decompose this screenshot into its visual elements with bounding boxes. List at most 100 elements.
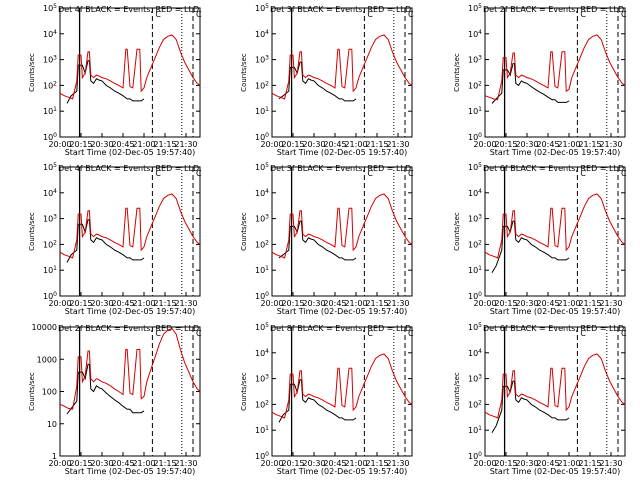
y-tick-label: 105 (43, 3, 57, 13)
x-tick-label: 20:30 (302, 299, 325, 308)
chart-panel-9: Det 6f BLACK = Events, RED = LLD 100 101 10… (453, 322, 627, 476)
chart-panel-6: Det 6f BLACK = Events, RED = LLD 100 101 10… (453, 162, 627, 316)
chart-title: Det 6f BLACK = Events, RED = LLD (483, 324, 624, 333)
time-marker-label: C (621, 329, 627, 338)
y-tick-label: 101 (255, 265, 269, 275)
time-marker-label: C (621, 169, 627, 178)
time-marker-label: C (408, 10, 414, 19)
y-tick-label: 1 (52, 452, 57, 461)
chart-panel-1: Det 4f BLACK = Events, RED = LLD 100 101 10… (28, 3, 202, 157)
chart-panel-7: Det 2f BLACK = Events, RED = LLD 1 10 100 10… (28, 323, 202, 476)
x-tick-label: 20:45 (111, 459, 134, 468)
x-tick-label: 20:30 (90, 459, 113, 468)
time-marker-label: C (580, 169, 586, 178)
plot-frame (271, 7, 413, 138)
time-marker-label: C (367, 329, 373, 338)
plot-frame (59, 7, 201, 138)
x-tick-label: 20:15 (281, 140, 304, 149)
chart-panel-2: Det 3f BLACK = Events, RED = LLD 100 101 10… (240, 3, 414, 157)
y-tick-label: 103 (468, 214, 482, 224)
x-tick-label: 20:15 (69, 299, 92, 308)
y-tick-label: 104 (255, 188, 269, 198)
y-tick-label: 104 (43, 29, 57, 39)
x-tick-label: 21:30 (386, 299, 409, 308)
y-tick-label: 105 (255, 162, 269, 172)
x-tick-label: 20:15 (69, 459, 92, 468)
y-tick-label: 100 (43, 291, 57, 301)
x-tick-label: 20:45 (536, 299, 559, 308)
y-tick-label: 104 (255, 348, 269, 358)
y-tick-label: 104 (468, 29, 482, 39)
series-line-lld (59, 34, 201, 100)
x-axis-label: Start Time (02-Dec-05 19:57:40) (490, 307, 621, 316)
y-axis-label: Counts/sec (453, 212, 461, 251)
x-tick-label: 21:00 (132, 459, 155, 468)
x-tick-label: 20:15 (69, 140, 92, 149)
y-tick-label: 105 (468, 322, 482, 332)
series-line-lld (271, 353, 413, 419)
chart-panel-4: Det 4f BLACK = Events, RED = LLD 100 101 10… (28, 162, 202, 316)
time-marker-label: C (155, 169, 161, 178)
y-tick-label: 103 (468, 374, 482, 384)
x-tick-label: 21:15 (153, 140, 176, 149)
x-tick-label: 20:15 (494, 459, 517, 468)
x-tick-label: 21:30 (174, 299, 197, 308)
series-line-lld (59, 193, 201, 259)
chart-panel-5: Det 3f BLACK = Events, RED = LLD 100 101 10… (240, 162, 414, 316)
y-tick-label: 10000 (32, 323, 57, 332)
x-axis-label: Start Time (02-Dec-05 19:57:40) (490, 148, 621, 157)
y-tick-label: 101 (468, 265, 482, 275)
chart-title: Det 4f BLACK = Events, RED = LLD (58, 164, 199, 173)
y-tick-label: 105 (255, 3, 269, 13)
x-tick-label: 20:30 (90, 140, 113, 149)
y-tick-label: 102 (255, 80, 269, 90)
y-tick-label: 101 (43, 265, 57, 275)
y-axis-label: Counts/sec (240, 212, 248, 251)
chart-panel-3: Det 2f BLACK = Events, RED = LLD 100 101 10… (453, 3, 627, 157)
time-marker-label: C (408, 329, 414, 338)
y-tick-label: 101 (43, 106, 57, 116)
chart-title: Det 2f BLACK = Events, RED = LLD (58, 324, 199, 333)
y-tick-label: 100 (255, 451, 269, 461)
y-tick-label: 102 (468, 239, 482, 249)
time-marker-label: C (196, 10, 202, 19)
y-tick-label: 101 (468, 425, 482, 435)
x-tick-label: 20:30 (90, 299, 113, 308)
series-line-lld (484, 34, 626, 101)
chart-title: Det 4f BLACK = Events, RED = LLD (58, 5, 199, 14)
chart-title: Det 6f BLACK = Events, RED = LLD (483, 164, 624, 173)
x-tick-label: 21:00 (344, 459, 367, 468)
x-tick-label: 21:30 (599, 459, 622, 468)
x-tick-label: 20:15 (494, 140, 517, 149)
time-marker-label: C (408, 169, 414, 178)
y-tick-label: 100 (43, 132, 57, 142)
chart-title: Det 8f BLACK = Events, RED = LLD (270, 324, 411, 333)
series-line-lld (484, 353, 626, 419)
x-tick-label: 20:45 (111, 299, 134, 308)
x-tick-label: 20:45 (323, 140, 346, 149)
x-axis-label: Start Time (02-Dec-05 19:57:40) (277, 467, 408, 476)
y-tick-label: 104 (468, 188, 482, 198)
plot-frame (271, 326, 413, 457)
series-line-events (491, 220, 570, 273)
x-tick-label: 21:15 (365, 459, 388, 468)
series-line-events (491, 63, 570, 104)
y-tick-label: 102 (468, 399, 482, 409)
y-tick-label: 102 (468, 80, 482, 90)
x-tick-label: 20:15 (494, 299, 517, 308)
y-tick-label: 103 (255, 214, 269, 224)
x-tick-label: 20:00 (48, 140, 71, 149)
y-tick-label: 1000 (37, 355, 57, 364)
time-marker-label: C (580, 329, 586, 338)
x-axis-label: Start Time (02-Dec-05 19:57:40) (65, 467, 196, 476)
plot-frame (484, 326, 626, 457)
y-tick-label: 105 (468, 162, 482, 172)
y-tick-label: 104 (468, 348, 482, 358)
x-axis-label: Start Time (02-Dec-05 19:57:40) (490, 467, 621, 476)
x-tick-label: 20:00 (260, 459, 283, 468)
y-tick-label: 103 (468, 55, 482, 65)
x-tick-label: 21:00 (557, 459, 580, 468)
x-tick-label: 20:00 (473, 459, 496, 468)
x-tick-label: 20:45 (536, 140, 559, 149)
